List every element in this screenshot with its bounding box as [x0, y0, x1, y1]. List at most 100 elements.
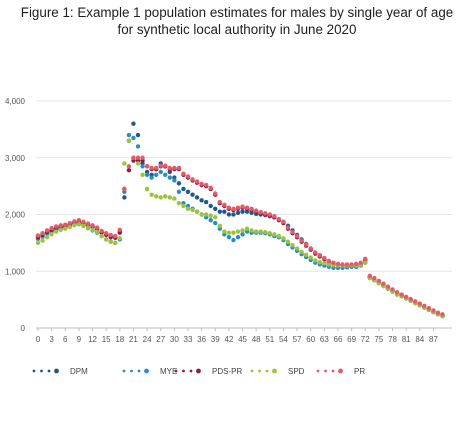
data-point [417, 301, 422, 306]
data-point [140, 164, 145, 169]
data-point [35, 240, 41, 246]
data-point [326, 262, 332, 267]
data-point [399, 292, 404, 297]
data-point [176, 200, 182, 206]
legend-swatch-dot [137, 369, 141, 373]
data-point [153, 194, 159, 199]
x-tick-label: 36 [197, 335, 206, 344]
legend-item-pr: PR [316, 367, 365, 376]
data-point [176, 165, 182, 171]
data-point [35, 233, 41, 238]
y-axis-ticks: 0 1,000 2,000 3,000 4,000 [5, 97, 26, 333]
data-point [122, 186, 127, 192]
data-point [322, 255, 327, 261]
data-point [240, 228, 245, 233]
legend-swatch-dot [316, 369, 320, 373]
data-point [226, 235, 232, 240]
series-dpm [35, 121, 445, 319]
data-point [294, 246, 300, 251]
data-point [308, 246, 313, 251]
legend-swatch-dot [144, 368, 149, 374]
data-point [126, 164, 132, 169]
legend-item-dpm: DPM [32, 367, 88, 376]
data-point [276, 216, 282, 222]
data-point [413, 299, 418, 304]
x-tick-label: 12 [88, 335, 97, 344]
data-point [303, 242, 309, 247]
x-tick-label: 6 [63, 335, 68, 344]
data-point [131, 121, 136, 126]
data-point [176, 181, 182, 186]
data-point [144, 164, 150, 169]
data-point [108, 239, 113, 244]
data-point [217, 199, 223, 205]
data-point [349, 262, 354, 267]
data-point [63, 222, 68, 227]
data-point [44, 228, 50, 233]
data-point [185, 206, 191, 212]
data-point [340, 262, 345, 267]
data-point [208, 213, 213, 218]
data-point [235, 229, 241, 234]
chart-title: Figure 1: Example 1 population estimates… [0, 4, 474, 38]
data-point [249, 206, 254, 212]
data-point [185, 174, 191, 179]
data-point [131, 135, 136, 141]
x-tick-label: 18 [115, 335, 124, 344]
data-point [431, 308, 436, 313]
x-tick-label: 30 [170, 335, 179, 344]
data-point [149, 165, 154, 171]
legend-label: DPM [70, 367, 88, 376]
data-point [194, 179, 200, 184]
data-point [244, 205, 250, 210]
legend-label: SPD [288, 367, 305, 376]
legend-item-pds-pr: PDS-PR [174, 367, 242, 376]
x-tick-label: 48 [252, 335, 261, 344]
data-point [222, 202, 227, 208]
data-point [94, 229, 100, 235]
data-point [326, 258, 332, 264]
data-point [203, 199, 209, 205]
x-tick-label: 54 [279, 335, 288, 344]
data-point [440, 312, 445, 317]
data-point [381, 281, 386, 286]
data-point [53, 224, 59, 229]
data-point [131, 155, 136, 160]
data-point [144, 186, 150, 192]
x-axis-ticks: 0 3 6 9 12 15 18 21 24 27 30 33 36 39 42 45 48 51 54 57 60 63… [36, 328, 438, 344]
data-point [335, 261, 341, 267]
data-point [408, 296, 413, 302]
data-point [394, 290, 400, 295]
legend-label: PR [354, 367, 365, 376]
data-point [163, 172, 168, 177]
x-tick-label: 9 [77, 335, 82, 344]
x-tick-label: 45 [238, 335, 247, 344]
data-point [185, 189, 191, 194]
legend: DPM MYE PDS-PR SPD PR [32, 367, 365, 376]
data-point [213, 220, 218, 226]
legend-swatch-dot [174, 369, 178, 373]
data-point [67, 224, 73, 230]
x-tick-label: 87 [429, 335, 438, 344]
data-point [53, 229, 59, 234]
data-point [67, 220, 73, 226]
data-point [113, 233, 118, 239]
x-tick-label: 33 [184, 335, 193, 344]
x-tick-label: 39 [211, 335, 220, 344]
x-tick-label: 69 [347, 335, 356, 344]
x-tick-label: 0 [36, 335, 41, 344]
data-point [244, 226, 250, 231]
data-point [58, 227, 63, 233]
y-tick-label: 4,000 [5, 97, 26, 106]
data-point [353, 261, 359, 267]
data-point [299, 249, 304, 255]
x-tick-label: 78 [388, 335, 397, 344]
data-point [81, 219, 86, 225]
data-point [153, 172, 159, 177]
legend-swatch-dot [196, 368, 201, 374]
x-tick-label: 60 [306, 335, 315, 344]
x-tick-label: 42 [224, 335, 233, 344]
series-pr [35, 155, 445, 317]
data-point [167, 195, 173, 200]
legend-swatch-dot [122, 369, 126, 373]
